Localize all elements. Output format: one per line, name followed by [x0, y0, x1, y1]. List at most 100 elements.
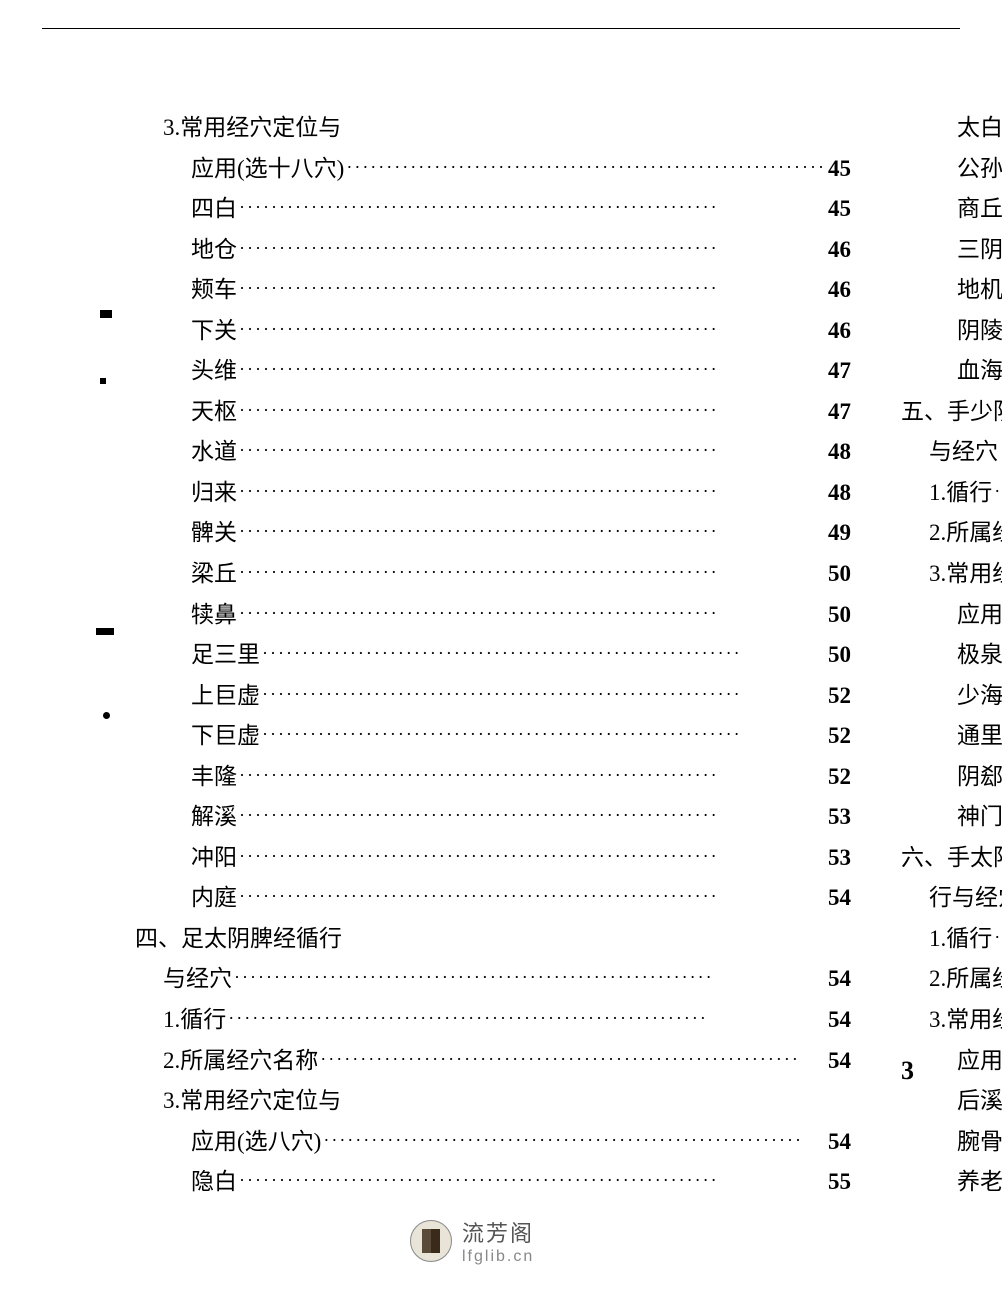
toc-leader-dots: ········································… [232, 962, 828, 993]
toc-page-number: 47 [828, 392, 851, 432]
toc-page-number: 52 [828, 757, 851, 797]
toc-label: 地仓 [191, 230, 237, 270]
toc-leader-dots: ········································… [998, 435, 1002, 466]
toc-entry: 1.循行····································… [135, 1000, 851, 1040]
toc-entry: 3.常用经穴定位与 [135, 108, 851, 148]
toc-entry: 少海······································… [901, 676, 1002, 716]
watermark: 流芳阁 lfglib.cn [410, 1216, 534, 1266]
toc-page-number: 54 [828, 1000, 851, 1040]
toc-leader-dots: ········································… [237, 881, 828, 912]
toc-label: 水道 [191, 432, 237, 472]
toc-entry: 后溪······································… [901, 1081, 1002, 1121]
toc-label: 与经穴 [929, 432, 998, 472]
toc-entry: 通里······································… [901, 716, 1002, 756]
toc-label: 腕骨 [957, 1122, 1002, 1162]
toc-entry: 六、手太阳小肠经循 [901, 838, 1002, 878]
toc-label: 商丘 [957, 189, 1002, 229]
toc-leader-dots: ········································… [226, 1003, 828, 1034]
toc-leader-dots: ········································… [992, 476, 1002, 507]
toc-leader-dots: ········································… [237, 435, 828, 466]
toc-entry: 三阴交·····································… [901, 230, 1002, 270]
toc-page-number: 54 [828, 959, 851, 999]
toc-entry: 犊鼻······································… [135, 595, 851, 635]
toc-entry: 髀关······································… [135, 513, 851, 553]
toc-entry: 上巨虚·····································… [135, 676, 851, 716]
toc-entry: 水道······································… [135, 432, 851, 472]
toc-entry: 应用(选九穴)·································… [901, 1041, 1002, 1081]
toc-entry: 阴郄······································… [901, 757, 1002, 797]
toc-entry: 梁丘······································… [135, 554, 851, 594]
toc-label: 三阴交 [957, 230, 1002, 270]
toc-label: 行与经穴 [929, 878, 1002, 918]
toc-label: 解溪 [191, 797, 237, 837]
toc-entry: 解溪······································… [135, 797, 851, 837]
toc-entry: 2.所属经穴名称································… [901, 959, 1002, 999]
toc-label: 血海 [957, 351, 1002, 391]
watermark-text: 流芳阁 lfglib.cn [462, 1216, 534, 1266]
toc-leader-dots: ········································… [260, 679, 828, 710]
toc-entry: 与经穴·····································… [901, 432, 1002, 472]
toc-label: 阴郄 [957, 757, 1002, 797]
toc-entry: 神门······································… [901, 797, 1002, 837]
toc-label: 髀关 [191, 513, 237, 553]
toc-label: 2.所属经穴名称 [929, 959, 1002, 999]
toc-label: 2.所属经穴名称 [163, 1041, 318, 1081]
toc-page-number: 54 [828, 1122, 851, 1162]
toc-leader-dots: ········································… [260, 638, 828, 669]
toc-leader-dots: ········································… [237, 354, 828, 385]
toc-page-number: 53 [828, 838, 851, 878]
toc-entry: 冲阳······································… [135, 838, 851, 878]
toc-entry: 3.常用经穴定位与 [901, 554, 1002, 594]
scan-artifact [100, 310, 112, 318]
toc-leader-dots: ········································… [318, 1044, 828, 1075]
toc-leader-dots: ········································… [237, 476, 828, 507]
toc-leader-dots: ········································… [237, 800, 828, 831]
toc-page-number: 50 [828, 635, 851, 675]
toc-leader-dots: ········································… [344, 152, 828, 183]
toc-label: 六、手太阳小肠经循 [901, 838, 1002, 878]
toc-page-number: 50 [828, 595, 851, 635]
toc-label: 应用(选八穴) [191, 1122, 321, 1162]
toc-label: 上巨虚 [191, 676, 260, 716]
toc-label: 下关 [191, 311, 237, 351]
scan-artifact [96, 628, 114, 635]
toc-page-number: 52 [828, 676, 851, 716]
toc-label: 神门 [957, 797, 1002, 837]
toc-entry: 1.循行····································… [901, 473, 1002, 513]
page-top-border [42, 28, 960, 29]
scan-artifact [103, 712, 110, 719]
toc-entry: 应用(选十八穴)································… [135, 149, 851, 189]
watermark-url: lfglib.cn [462, 1248, 534, 1266]
toc-entry: 应用(选五穴)·································… [901, 595, 1002, 635]
toc-label: 阴陵泉 [957, 311, 1002, 351]
toc-label: 应用(选九穴) [957, 1041, 1002, 1081]
toc-entry: 行与经穴····································… [901, 878, 1002, 918]
toc-page-number: 48 [828, 473, 851, 513]
toc-leader-dots: ········································… [237, 557, 828, 588]
toc-label: 3.常用经穴定位与 [163, 1081, 341, 1121]
toc-entry: 1.循行····································… [901, 919, 1002, 959]
toc-page-number: 46 [828, 311, 851, 351]
toc-entry: 与经穴·····································… [135, 959, 851, 999]
toc-leader-dots: ········································… [260, 719, 828, 750]
toc-leader-dots: ········································… [237, 314, 828, 345]
toc-label: 丰隆 [191, 757, 237, 797]
toc-leader-dots: ········································… [237, 395, 828, 426]
toc-label: 1.循行 [929, 919, 992, 959]
toc-label: 足三里 [191, 635, 260, 675]
toc-column-left: 3.常用经穴定位与应用(选十八穴)·······················… [135, 108, 851, 1203]
toc-label: 极泉 [957, 635, 1002, 675]
toc-label: 2.所属经穴名称 [929, 513, 1002, 553]
toc-entry: 颊车······································… [135, 270, 851, 310]
toc-entry: 四、足太阴脾经循行 [135, 919, 851, 959]
toc-page-number: 46 [828, 230, 851, 270]
watermark-title: 流芳阁 [462, 1216, 534, 1248]
toc-leader-dots: ········································… [237, 273, 828, 304]
toc-entry: 隐白······································… [135, 1162, 851, 1202]
toc-entry: 极泉······································… [901, 635, 1002, 675]
toc-page-number: 46 [828, 270, 851, 310]
toc-leader-dots: ········································… [237, 192, 828, 223]
toc-page-number: 54 [828, 1041, 851, 1081]
toc-leader-dots: ········································… [237, 760, 828, 791]
toc-label: 地机 [957, 270, 1002, 310]
